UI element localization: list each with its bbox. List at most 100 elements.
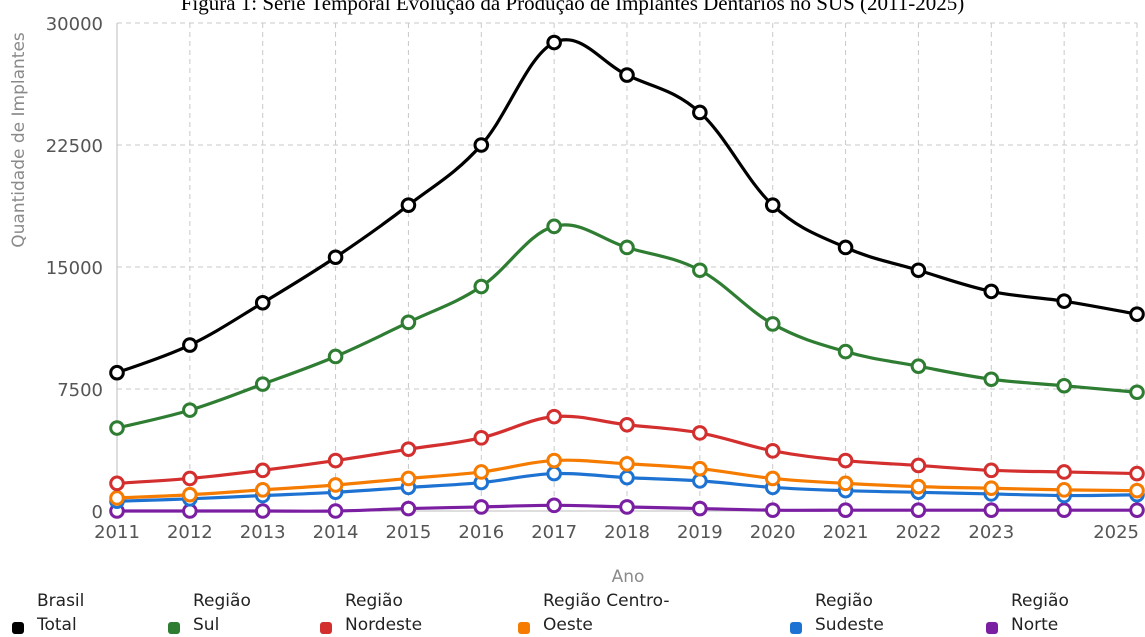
data-point xyxy=(1056,293,1072,309)
chart-title: Figura 1: Série Temporal Evolução da Pro… xyxy=(180,0,965,15)
data-point xyxy=(837,239,854,256)
data-point xyxy=(327,348,344,365)
data-point xyxy=(473,430,490,446)
data-point xyxy=(400,197,417,213)
data-point xyxy=(109,420,125,436)
data-point xyxy=(1129,465,1145,482)
data-point xyxy=(327,503,344,519)
data-point xyxy=(546,452,562,469)
data-point xyxy=(692,500,708,517)
data-point xyxy=(1056,464,1072,480)
data-point xyxy=(983,371,1000,388)
legend-label: Região Nordeste xyxy=(345,589,495,637)
data-point xyxy=(546,465,562,482)
data-point xyxy=(837,475,854,492)
data-point xyxy=(182,486,198,503)
legend-label-line: Região xyxy=(345,591,403,611)
data-point xyxy=(619,416,635,433)
data-point xyxy=(473,137,490,153)
legend-label-line: Região xyxy=(193,591,251,611)
data-point xyxy=(109,475,125,492)
data-point xyxy=(837,343,854,360)
series-regi-o-norte xyxy=(109,497,1145,519)
data-point xyxy=(109,490,125,506)
data-point xyxy=(182,470,198,487)
data-point xyxy=(1129,384,1145,401)
data-point xyxy=(764,197,781,213)
series-regi-o-nordeste xyxy=(109,408,1145,492)
x-axis-label: Ano xyxy=(612,567,645,587)
series xyxy=(109,34,1145,519)
y-tick-label: 22500 xyxy=(46,136,103,157)
data-point xyxy=(619,499,635,515)
x-tick-label: 2018 xyxy=(604,522,650,543)
data-point xyxy=(619,239,635,256)
data-point xyxy=(983,480,1000,497)
data-point xyxy=(837,502,854,518)
data-point xyxy=(910,478,927,495)
legend-label: Região Sudeste xyxy=(815,589,965,637)
legend-label-line: Nordeste xyxy=(345,615,423,635)
x-tick-label: 2012 xyxy=(167,522,213,543)
data-point xyxy=(764,470,781,487)
data-point xyxy=(254,294,271,311)
data-point xyxy=(473,278,490,295)
data-point xyxy=(983,283,1000,300)
legend-label-line: Região xyxy=(1011,591,1069,611)
line-chart: 0 7500 15000 22500 30000 2011 2012 2013 2014 2015… xyxy=(9,14,1145,587)
data-point xyxy=(182,337,198,353)
data-point xyxy=(473,464,490,480)
x-tick-label: 2021 xyxy=(823,522,869,543)
x-tick-label: 2011 xyxy=(94,522,140,543)
legend-label: Região Norte xyxy=(1011,589,1145,637)
data-point xyxy=(692,425,708,441)
x-tick-label: 2016 xyxy=(458,522,504,543)
legend-swatch xyxy=(986,622,998,634)
legend-label-line: Sul xyxy=(193,615,220,635)
legend-swatch xyxy=(320,622,332,634)
series-regi-o-centro-oeste xyxy=(109,452,1145,506)
legend-swatch xyxy=(168,622,180,634)
y-tick-label: 0 xyxy=(92,502,103,523)
data-point xyxy=(400,314,417,331)
legend-label-line: Região xyxy=(815,591,873,611)
data-point xyxy=(910,502,927,518)
data-point xyxy=(910,358,927,375)
data-point xyxy=(1129,502,1145,518)
legend-label-line: Brasil xyxy=(37,591,85,611)
legend-label-line: Oeste xyxy=(543,615,593,635)
x-tick-label: 2013 xyxy=(240,522,286,543)
legend-label-line: Região Centro- xyxy=(543,591,670,611)
legend-label-line: Total xyxy=(37,615,77,635)
data-point xyxy=(109,364,125,381)
data-point xyxy=(182,402,198,418)
series-line xyxy=(116,223,1138,430)
data-point xyxy=(983,462,1000,479)
data-point xyxy=(327,249,344,266)
axes: 0 7500 15000 22500 30000 2011 2012 2013 2014 2015… xyxy=(46,14,1139,543)
x-tick-label: 2023 xyxy=(968,522,1014,543)
series-regi-o-sul xyxy=(109,218,1145,436)
data-point xyxy=(837,452,854,469)
x-tick-label: 2025 xyxy=(1093,522,1139,543)
data-point xyxy=(910,457,927,474)
legend-swatch xyxy=(12,622,24,634)
data-point xyxy=(910,262,927,279)
y-tick-label: 30000 xyxy=(46,14,103,35)
data-point xyxy=(764,316,781,332)
data-point xyxy=(619,469,635,486)
x-tick-label: 2022 xyxy=(896,522,942,543)
grid xyxy=(116,22,1138,511)
data-point xyxy=(473,499,490,515)
y-tick-label: 7500 xyxy=(57,380,103,401)
y-axis-label: Quantidade de Implantes xyxy=(9,32,29,248)
data-point xyxy=(546,218,562,235)
legend-label-line: Sudeste xyxy=(815,615,884,635)
legend-label: Região Sul xyxy=(193,589,343,637)
data-point xyxy=(254,482,271,498)
data-point xyxy=(254,376,271,392)
data-point xyxy=(764,443,781,459)
x-tick-label: 2017 xyxy=(531,522,577,543)
data-point xyxy=(1056,377,1072,394)
